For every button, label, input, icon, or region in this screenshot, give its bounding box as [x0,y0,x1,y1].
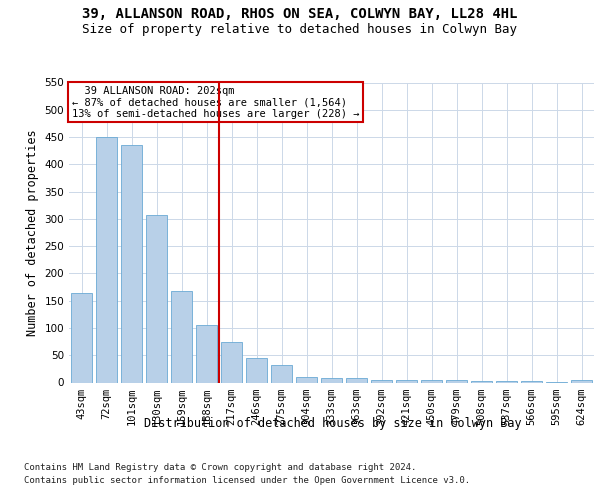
Bar [96,137,117,382]
Bar [296,377,317,382]
Bar [471,381,492,382]
Bar [121,144,142,382]
Bar [246,358,267,382]
Text: Contains HM Land Registry data © Crown copyright and database right 2024.: Contains HM Land Registry data © Crown c… [24,462,416,471]
Y-axis label: Number of detached properties: Number of detached properties [26,129,39,336]
Text: Size of property relative to detached houses in Colwyn Bay: Size of property relative to detached ho… [83,22,517,36]
Text: Contains public sector information licensed under the Open Government Licence v3: Contains public sector information licen… [24,476,470,485]
Bar [321,378,342,382]
Bar [371,380,392,382]
Bar [71,293,92,382]
Bar [196,325,217,382]
Bar [146,215,167,382]
Bar [421,380,442,382]
Bar [271,365,292,382]
Bar [221,342,242,382]
Bar [446,380,467,382]
Bar [496,381,517,382]
Text: Distribution of detached houses by size in Colwyn Bay: Distribution of detached houses by size … [144,418,522,430]
Text: 39, ALLANSON ROAD, RHOS ON SEA, COLWYN BAY, LL28 4HL: 39, ALLANSON ROAD, RHOS ON SEA, COLWYN B… [82,8,518,22]
Bar [171,292,192,382]
Bar [571,380,592,382]
Text: 39 ALLANSON ROAD: 202sqm
← 87% of detached houses are smaller (1,564)
13% of sem: 39 ALLANSON ROAD: 202sqm ← 87% of detach… [71,86,359,118]
Bar [396,380,417,382]
Bar [346,378,367,382]
